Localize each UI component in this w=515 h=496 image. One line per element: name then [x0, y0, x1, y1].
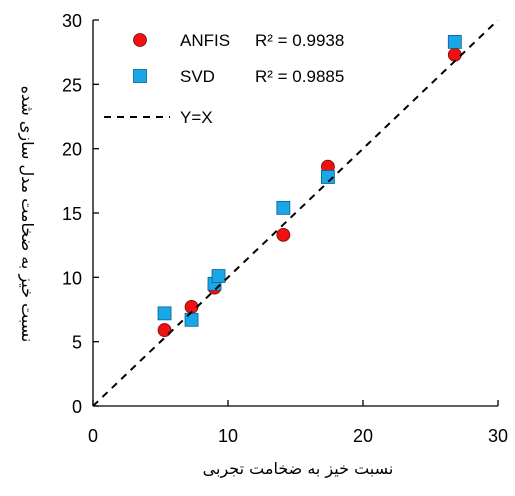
- x-tick-label: 0: [88, 426, 98, 446]
- y-tick-label: 15: [62, 204, 82, 224]
- y-axis-title: نسبت خیز به ضخامت مدل سازی شده: [17, 86, 37, 343]
- svd-point: [276, 200, 291, 215]
- y-tick-label: 20: [62, 140, 82, 160]
- y-tick-label: 5: [72, 333, 82, 353]
- legend-label: SVD: [180, 67, 215, 86]
- legend-marker-anfis: [133, 33, 147, 47]
- y-tick-label: 0: [72, 397, 82, 417]
- y-tick-label: 25: [62, 75, 82, 95]
- legend: ANFIS R² = 0.9938 SVD R² = 0.9885 Y=X: [104, 31, 344, 127]
- legend-marker-svd: [133, 69, 147, 83]
- anfis-point: [276, 227, 291, 242]
- data-marks: [93, 20, 498, 406]
- x-axis-title: نسبت خیز به ضخامت تجربی: [203, 459, 394, 479]
- x-tick-label: 30: [488, 426, 508, 446]
- y-equals-x-line: [93, 20, 498, 406]
- legend-r2: R² = 0.9938: [255, 31, 344, 50]
- x-tick-label: 20: [353, 426, 373, 446]
- axis-ticks: 0 10 20 30 0 5 10 15 20 25 30: [62, 11, 508, 446]
- legend-r2: R² = 0.9885: [255, 67, 344, 86]
- y-tick-label: 10: [62, 268, 82, 288]
- legend-label: Y=X: [180, 108, 213, 127]
- svd-point: [211, 269, 226, 283]
- svd-point: [157, 306, 172, 321]
- anfis-point: [447, 47, 462, 62]
- svd-point: [447, 34, 462, 49]
- x-tick-label: 10: [218, 426, 238, 446]
- y-tick-label: 30: [62, 11, 82, 31]
- legend-label: ANFIS: [180, 31, 230, 50]
